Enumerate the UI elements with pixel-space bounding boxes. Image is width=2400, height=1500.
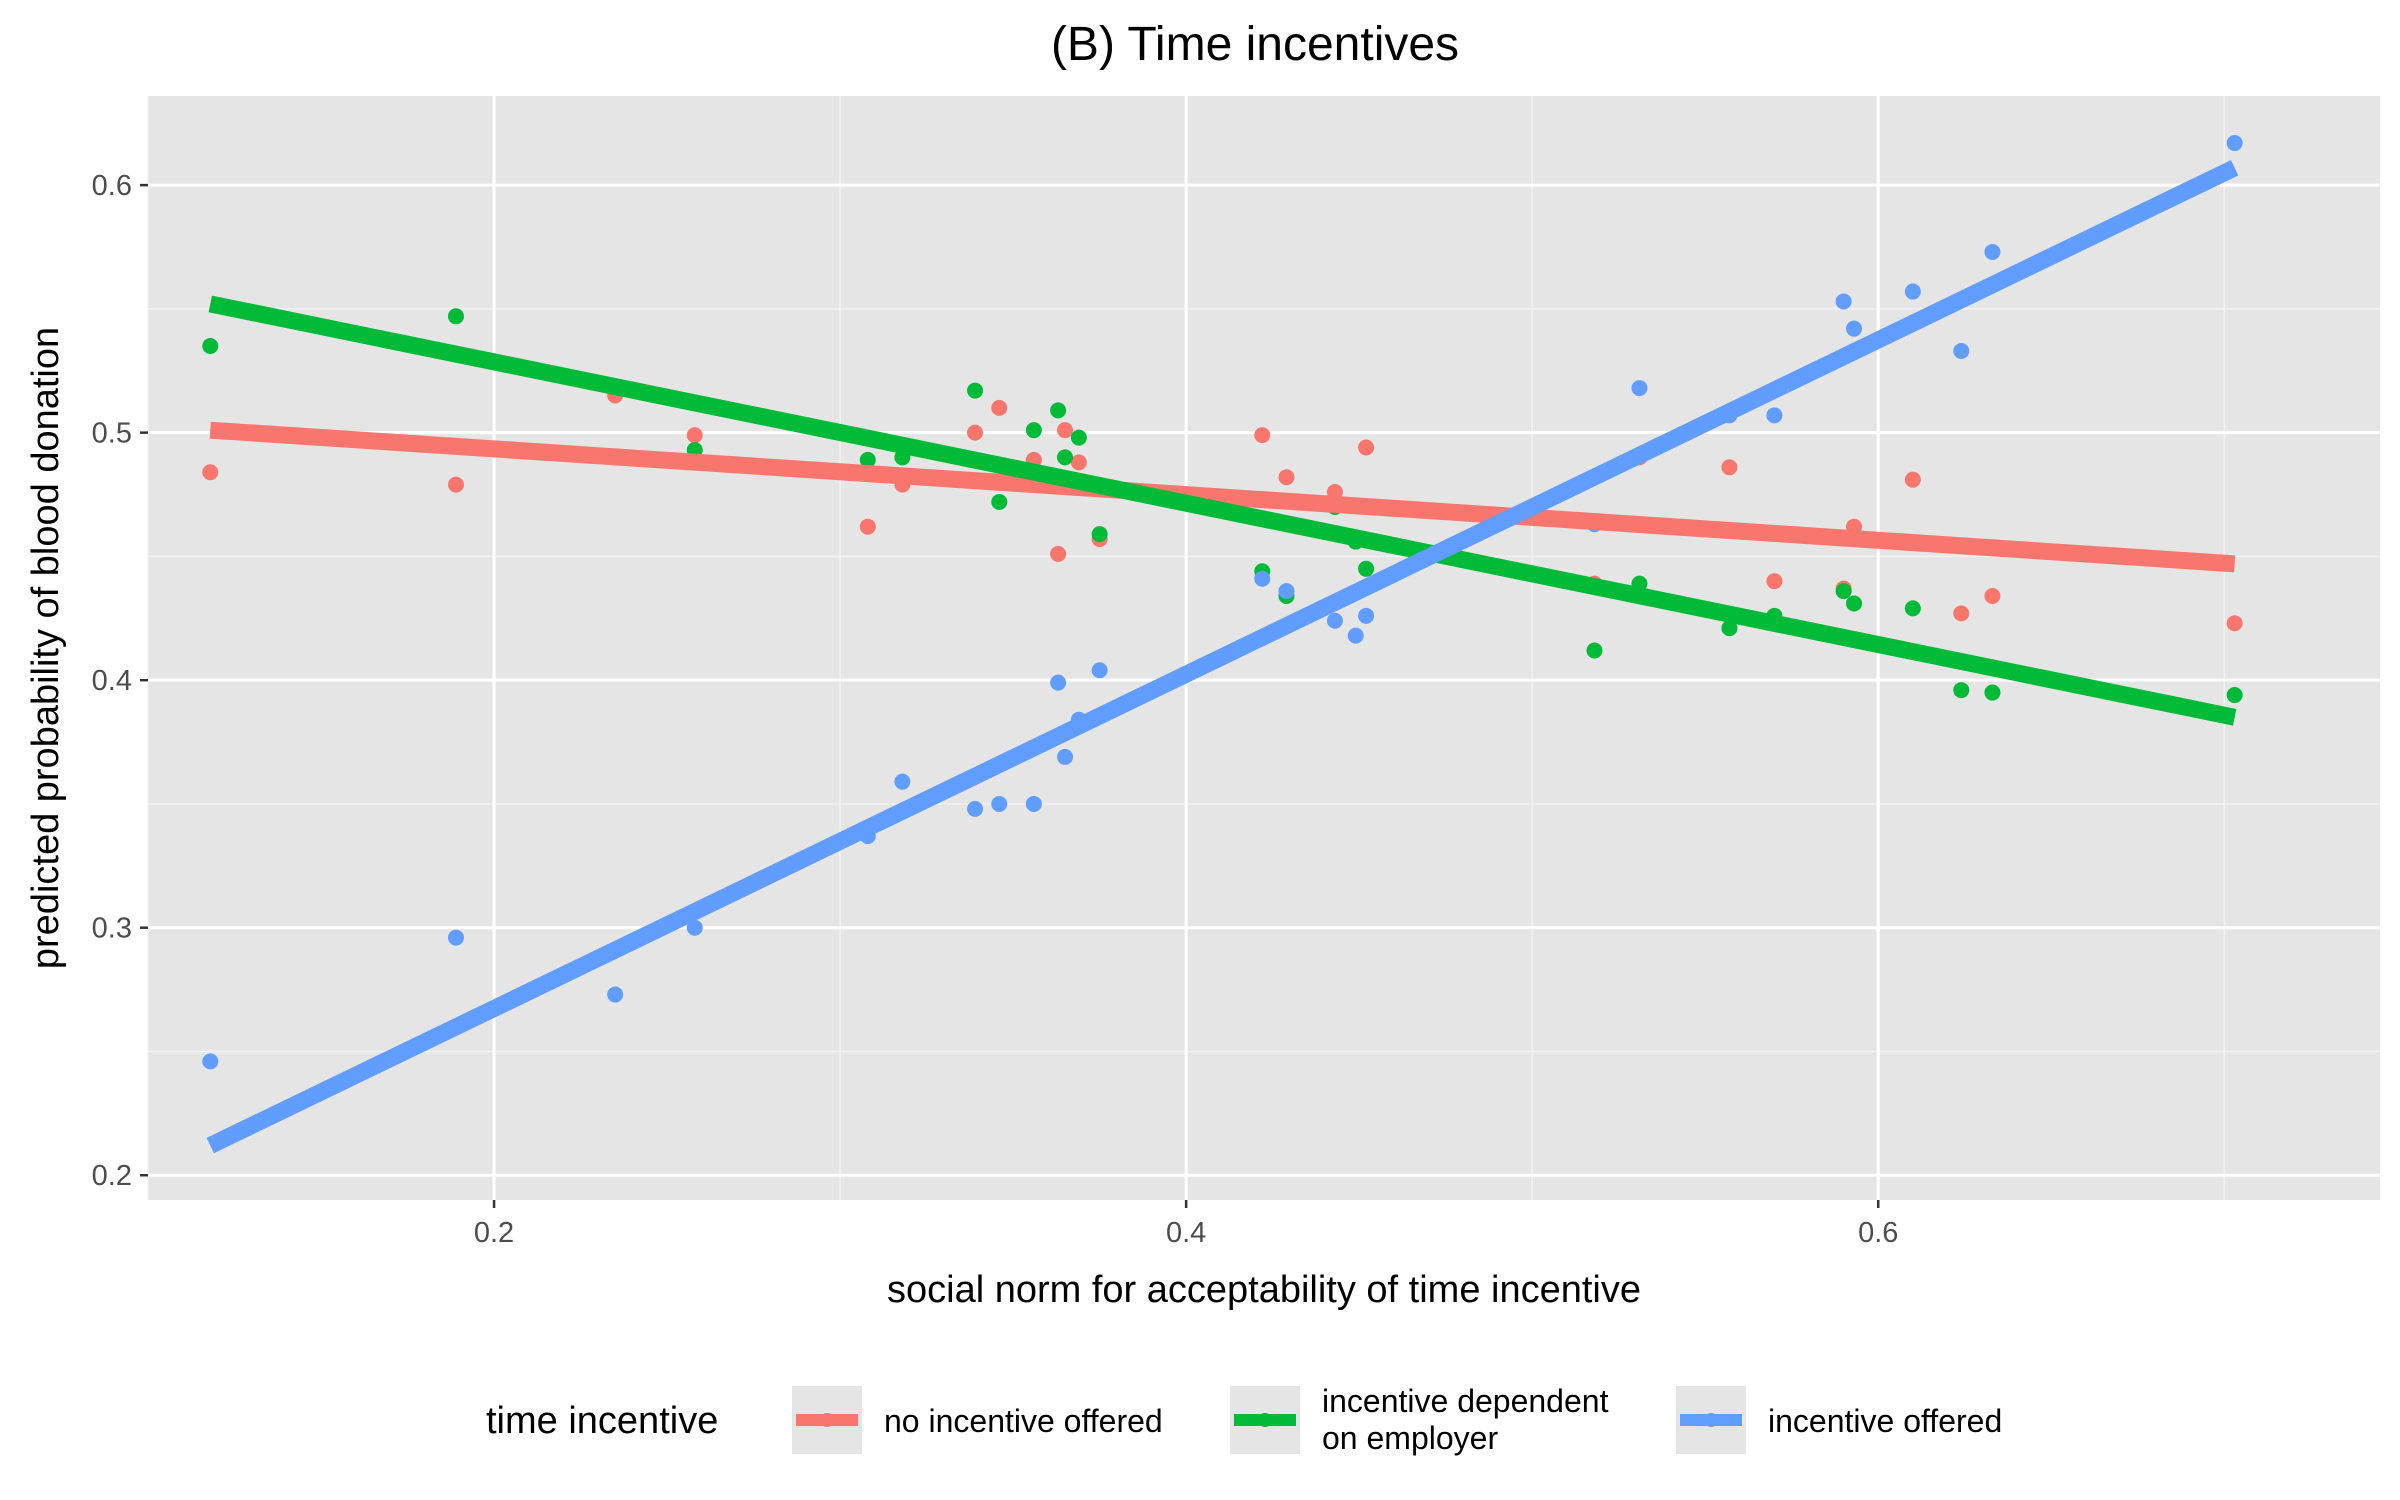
point-s2-8: [1025, 795, 1042, 812]
chart-title: (B) Time incentives: [1051, 18, 1459, 71]
point-s2-27: [2226, 135, 2243, 152]
point-s2-2: [607, 986, 624, 1003]
y-tick-label-4: 0.6: [92, 170, 132, 202]
y-axis-title: predicted probability of blood donation: [25, 327, 67, 969]
point-s0-6: [967, 424, 984, 441]
point-s0-27: [2226, 615, 2243, 632]
x-tick-label-2: 0.6: [1858, 1217, 1898, 1249]
point-s1-11: [1070, 429, 1087, 446]
point-s0-21: [1766, 573, 1783, 590]
x-axis-title: social norm for acceptability of time in…: [887, 1269, 1641, 1311]
legend-item-incentive-offered: incentive offered: [1676, 1386, 2002, 1454]
point-s1-0: [202, 338, 219, 355]
point-s2-25: [1953, 342, 1970, 359]
point-s2-19: [1631, 380, 1648, 397]
x-tick-label-1: 0.4: [1166, 1217, 1206, 1249]
y-axis-ticks: [140, 183, 148, 1177]
point-s0-24: [1904, 471, 1921, 488]
point-s1-18: [1586, 642, 1603, 659]
point-s1-1: [447, 308, 464, 325]
point-s0-0: [202, 464, 219, 481]
point-s2-10: [1057, 748, 1074, 765]
point-s1-27: [2226, 687, 2243, 704]
point-s2-23: [1846, 320, 1863, 337]
x-tick-label-0: 0.2: [474, 1217, 514, 1249]
point-s2-16: [1347, 627, 1364, 644]
point-s0-20: [1721, 459, 1738, 476]
point-s0-9: [1050, 545, 1067, 562]
fit-line-s0: [209, 421, 2236, 573]
point-s0-25: [1953, 605, 1970, 622]
legend-label-no-incentive: no incentive offered: [884, 1403, 1163, 1439]
point-s1-23: [1846, 595, 1863, 612]
point-s2-21: [1766, 407, 1783, 424]
point-s0-4: [859, 518, 876, 535]
y-tick-label-2: 0.4: [92, 665, 132, 697]
point-s1-22: [1835, 583, 1852, 600]
point-s0-17: [1358, 439, 1375, 456]
point-s1-6: [967, 382, 984, 399]
point-s2-24: [1904, 283, 1921, 300]
x-axis-tick-labels: 0.2 0.4 0.6: [474, 1217, 1899, 1249]
legend-item-no-incentive: no incentive offered: [792, 1386, 1163, 1454]
point-s2-9: [1050, 674, 1067, 691]
point-s2-26: [1984, 243, 2001, 260]
legend-dot-incentive-offered: [1704, 1413, 1718, 1427]
y-tick-label-0: 0.2: [92, 1160, 132, 1192]
point-s0-7: [991, 399, 1008, 416]
legend-label-incentive-offered: incentive offered: [1768, 1403, 2002, 1439]
point-s0-13: [1254, 427, 1271, 444]
point-s2-7: [991, 795, 1008, 812]
point-s1-20: [1721, 620, 1738, 637]
legend-dot-no-incentive: [820, 1413, 834, 1427]
point-s2-12: [1091, 662, 1108, 679]
point-s1-4: [859, 451, 876, 468]
point-s1-24: [1904, 600, 1921, 617]
legend-item-dependent-on-employer: incentive dependent on employer: [1230, 1383, 1609, 1456]
y-tick-label-3: 0.5: [92, 418, 132, 450]
point-s2-15: [1326, 612, 1343, 629]
point-s1-7: [991, 493, 1008, 510]
fit-line-s1: [208, 295, 2237, 726]
y-axis-tick-labels: 0.2 0.3 0.4 0.5 0.6: [92, 170, 132, 1192]
point-s2-14: [1278, 583, 1295, 600]
legend-title: time incentive: [486, 1400, 718, 1442]
legend-label-dependent-line-2: on employer: [1322, 1420, 1498, 1456]
point-s2-17: [1358, 607, 1375, 624]
point-s2-3: [686, 919, 703, 936]
point-s2-22: [1835, 293, 1852, 310]
point-s0-1: [447, 476, 464, 493]
point-s2-13: [1254, 570, 1271, 587]
point-s1-8: [1025, 422, 1042, 439]
point-s2-1: [447, 929, 464, 946]
point-s1-26: [1984, 684, 2001, 701]
point-s1-17: [1358, 560, 1375, 577]
fit-line-s2: [206, 160, 2239, 1154]
point-s1-12: [1091, 526, 1108, 543]
fit-lines: [206, 160, 2239, 1154]
point-s0-10: [1057, 422, 1074, 439]
y-tick-label-1: 0.3: [92, 913, 132, 945]
point-s1-9: [1050, 402, 1067, 419]
point-s1-10: [1057, 449, 1074, 466]
point-s2-6: [967, 800, 984, 817]
point-s0-26: [1984, 588, 2001, 605]
point-s0-11: [1070, 454, 1087, 471]
point-s1-25: [1953, 682, 1970, 699]
point-s2-5: [894, 773, 911, 790]
legend: time incentive no incentive offered ince…: [486, 1383, 2002, 1456]
x-axis-ticks: [492, 1200, 1880, 1208]
point-s0-3: [686, 427, 703, 444]
point-s0-14: [1278, 469, 1295, 486]
legend-label-dependent-line-1: incentive dependent: [1322, 1383, 1609, 1419]
point-s2-0: [202, 1053, 219, 1070]
legend-dot-dependent-on-employer: [1258, 1413, 1272, 1427]
